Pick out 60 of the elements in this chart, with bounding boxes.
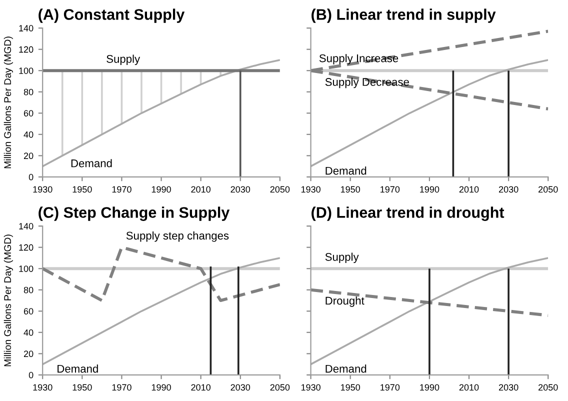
annotation: Supply bbox=[106, 54, 140, 66]
x-tick-label: 2050 bbox=[538, 186, 558, 193]
annotation: Demand bbox=[326, 166, 366, 175]
annotation: Demand bbox=[71, 159, 112, 168]
x-tick-label: 2010 bbox=[191, 186, 211, 193]
chart-title: (D) Linear trend in drought bbox=[312, 206, 504, 221]
y-tick-label: 20 bbox=[24, 350, 34, 358]
x-tick-label: 1990 bbox=[420, 384, 440, 391]
annotation: Supply Increase bbox=[319, 54, 398, 64]
y-tick-label: 80 bbox=[24, 88, 34, 96]
y-tick-label: 120 bbox=[19, 46, 34, 53]
x-tick-label: 1950 bbox=[72, 186, 92, 193]
x-tick-label: 1950 bbox=[72, 384, 92, 391]
chart-title: (B) Linear trend in supply bbox=[312, 8, 496, 23]
x-tick-label: 1970 bbox=[112, 186, 132, 193]
annotation: Drought bbox=[326, 296, 364, 307]
x-tick-label: 2030 bbox=[498, 186, 518, 193]
x-tick-label: 1970 bbox=[112, 384, 132, 391]
x-tick-label: 2030 bbox=[230, 186, 250, 193]
y-tick-label: 20 bbox=[24, 152, 34, 160]
y-axis-title: Million Gallons Per Day (MGD) bbox=[4, 234, 13, 366]
y-tick-label: 120 bbox=[19, 244, 34, 251]
annotation: Demand bbox=[326, 364, 366, 373]
x-tick-label: 1990 bbox=[152, 186, 171, 193]
y-tick-label: 100 bbox=[19, 68, 34, 74]
annotation: Demand bbox=[58, 364, 98, 373]
x-tick-label: 2050 bbox=[270, 186, 290, 193]
x-tick-label: 2010 bbox=[191, 384, 211, 391]
x-tick-label: 1930 bbox=[301, 384, 320, 391]
y-tick-label: 140 bbox=[19, 25, 34, 32]
y-tick-label: 140 bbox=[19, 223, 34, 230]
x-tick-label: 1950 bbox=[340, 384, 360, 391]
x-tick-label: 1950 bbox=[340, 186, 360, 193]
y-tick-label: 0 bbox=[28, 174, 34, 180]
y-tick-label: 0 bbox=[28, 372, 34, 378]
x-tick-label: 2030 bbox=[230, 384, 250, 391]
chart-title: (C) Step Change in Supply bbox=[38, 206, 230, 221]
y-tick-label: 60 bbox=[24, 110, 34, 116]
x-tick-label: 1970 bbox=[380, 384, 400, 391]
y-tick-label: 100 bbox=[19, 266, 34, 272]
x-tick-label: 1930 bbox=[301, 186, 320, 193]
y-axis-title: Million Gallons Per Day (MGD) bbox=[4, 36, 13, 168]
chart-title: (A) Constant Supply bbox=[38, 8, 185, 23]
y-tick-label: 60 bbox=[24, 308, 34, 314]
annotation: Supply bbox=[325, 252, 359, 264]
y-tick-label: 40 bbox=[24, 329, 34, 336]
annotation: Supply Decrease bbox=[325, 78, 409, 88]
x-tick-label: 1930 bbox=[33, 384, 52, 391]
x-tick-label: 2050 bbox=[270, 384, 290, 391]
x-tick-label: 1990 bbox=[152, 384, 171, 391]
annotation: Supply step changes bbox=[126, 231, 229, 242]
x-tick-label: 2030 bbox=[498, 384, 518, 391]
x-tick-label: 1930 bbox=[33, 186, 52, 193]
x-tick-label: 2010 bbox=[459, 384, 479, 391]
x-tick-label: 2050 bbox=[538, 384, 558, 391]
y-tick-label: 40 bbox=[24, 131, 34, 138]
x-tick-label: 1990 bbox=[420, 186, 440, 193]
x-tick-label: 1970 bbox=[380, 186, 400, 193]
y-tick-label: 80 bbox=[24, 286, 34, 294]
x-tick-label: 2010 bbox=[459, 186, 479, 193]
